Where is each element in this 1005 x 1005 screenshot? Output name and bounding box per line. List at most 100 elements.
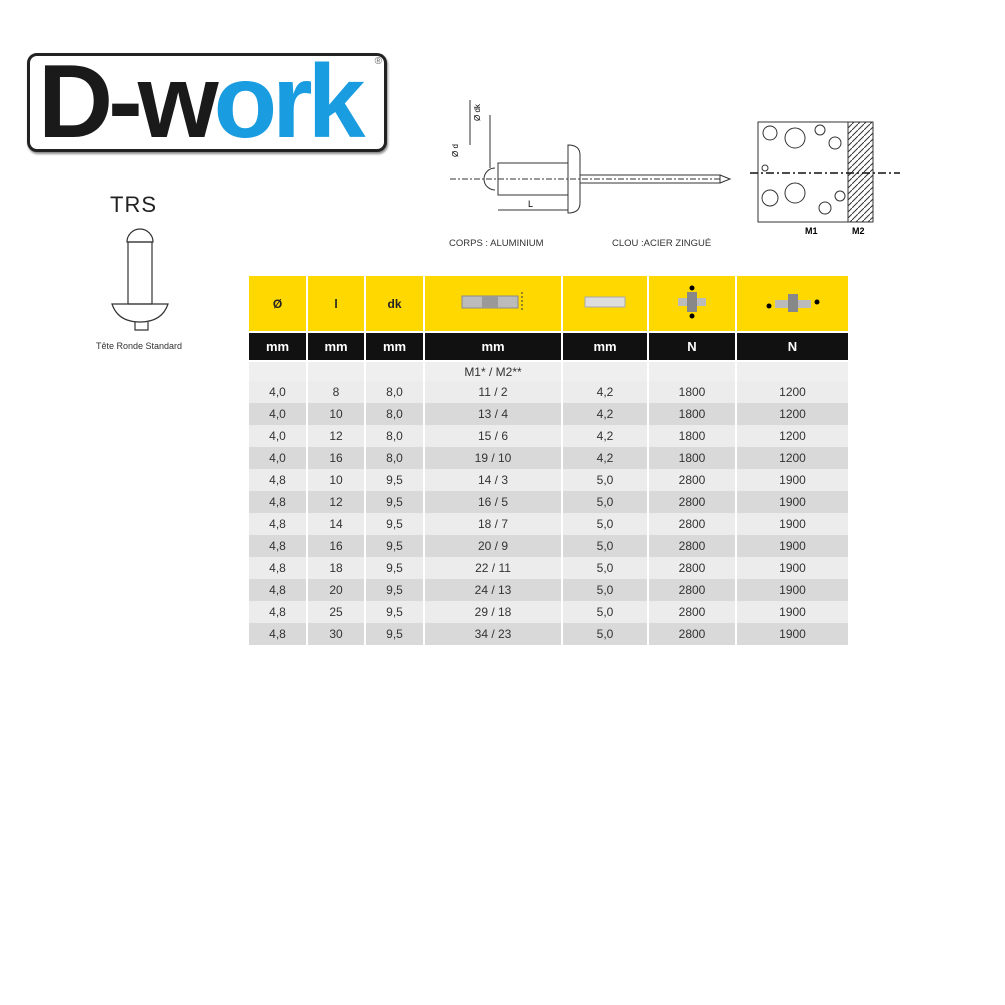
table-cell: 8,0 — [365, 447, 425, 469]
table-row: 4,8 18 9,5 22 / 11 5,0 2800 1900 — [249, 557, 850, 579]
table-cell: 11 / 2 — [424, 381, 563, 403]
table-cell: 19 / 10 — [424, 447, 563, 469]
nail-material: CLOU :ACIER ZINGUÉ — [612, 238, 712, 249]
table-subheader-row: M1* / M2** — [249, 361, 850, 381]
table-row: 4,8 10 9,5 14 / 3 5,0 2800 1900 — [249, 469, 850, 491]
table-cell: 5,0 — [562, 601, 649, 623]
registered-mark: ® — [374, 56, 382, 67]
table-cell: mm — [249, 332, 308, 362]
table-cell: 1800 — [648, 425, 737, 447]
table-cell: 14 / 3 — [424, 469, 563, 491]
table-cell: 2800 — [648, 557, 737, 579]
table-cell: 14 — [307, 513, 366, 535]
table-cell: mm — [307, 332, 366, 362]
table-cell: 1900 — [736, 535, 850, 557]
table-cell: 9,5 — [365, 491, 425, 513]
table-cell: 5,0 — [562, 535, 649, 557]
table-cell: 9,5 — [365, 557, 425, 579]
table-cell: 1200 — [736, 403, 850, 425]
table-cell: 2800 — [648, 491, 737, 513]
logo-text-dark: D-w — [38, 44, 219, 160]
table-cell — [648, 361, 737, 381]
table-cell — [562, 361, 649, 381]
table-cell: 30 — [307, 623, 366, 645]
table-cell: 8,0 — [365, 425, 425, 447]
table-cell: 4,8 — [249, 469, 308, 491]
table-cell: 8,0 — [365, 403, 425, 425]
table-cell: 5,0 — [562, 513, 649, 535]
table-cell: 8 — [307, 381, 366, 403]
table-cell: 24 / 13 — [424, 579, 563, 601]
table-row: 4,8 12 9,5 16 / 5 5,0 2800 1900 — [249, 491, 850, 513]
table-cell: 5,0 — [562, 557, 649, 579]
logo-text-blue: ork — [213, 44, 366, 160]
table-cell: 2800 — [648, 535, 737, 557]
table-cell: 9,5 — [365, 601, 425, 623]
table-cell: 16 — [307, 535, 366, 557]
table-cell: 4,2 — [562, 403, 649, 425]
table-row: 4,0 12 8,0 15 / 6 4,2 1800 1200 — [249, 425, 850, 447]
table-cell: 4,8 — [249, 601, 308, 623]
table-cell: 1900 — [736, 469, 850, 491]
table-row: 4,0 8 8,0 11 / 2 4,2 1800 1200 — [249, 381, 850, 403]
table-cell: 29 / 18 — [424, 601, 563, 623]
table-cell: l — [307, 276, 366, 333]
shear-force-icon — [736, 276, 850, 333]
table-cell: 9,5 — [365, 535, 425, 557]
table-cell: 34 / 23 — [424, 623, 563, 645]
table-cell: M1* / M2** — [424, 361, 563, 381]
table-row: 4,8 25 9,5 29 / 18 5,0 2800 1900 — [249, 601, 850, 623]
table-cell: 13 / 4 — [424, 403, 563, 425]
table-cell: 9,5 — [365, 469, 425, 491]
table-cell: 9,5 — [365, 623, 425, 645]
table-cell: 4,0 — [249, 403, 308, 425]
m2-label: M2 — [852, 226, 865, 236]
table-cell: N — [736, 332, 850, 362]
table-cell: 1900 — [736, 601, 850, 623]
table-cell: 9,5 — [365, 579, 425, 601]
table-cell: 4,8 — [249, 491, 308, 513]
drill-hole-icon — [562, 276, 649, 333]
table-cell: 16 — [307, 447, 366, 469]
table-cell: 5,0 — [562, 579, 649, 601]
table-cell: 22 / 11 — [424, 557, 563, 579]
table-cell: 1900 — [736, 491, 850, 513]
table-cell: N — [648, 332, 737, 362]
table-cell: 1900 — [736, 623, 850, 645]
table-cell — [249, 361, 308, 381]
rivet-dimension-diagram: Ø d Ø dk L — [450, 100, 732, 214]
table-cell: 4,8 — [249, 557, 308, 579]
table-cell: 4,8 — [249, 623, 308, 645]
table-cell: 5,0 — [562, 491, 649, 513]
table-cell: 12 — [307, 425, 366, 447]
table-cell: 1200 — [736, 447, 850, 469]
logo-wordmark: D-work — [38, 42, 366, 162]
table-cell: 1200 — [736, 381, 850, 403]
table-cell: 1800 — [648, 381, 737, 403]
table-cell: 4,0 — [249, 381, 308, 403]
table-units-row: mm mm mm mm mm N N — [249, 332, 850, 362]
grip-range-icon — [424, 276, 563, 333]
table-cell: 2800 — [648, 513, 737, 535]
diameter-d-label: Ø d — [451, 144, 460, 157]
table-cell: 1900 — [736, 579, 850, 601]
table-cell: 20 / 9 — [424, 535, 563, 557]
table-cell: 4,0 — [249, 425, 308, 447]
table-cell: 8,0 — [365, 381, 425, 403]
table-cell: 15 / 6 — [424, 425, 563, 447]
table-cell: 2800 — [648, 601, 737, 623]
diameter-dk-label: Ø dk — [473, 103, 482, 121]
length-label: L — [528, 199, 533, 209]
product-code: TRS — [110, 192, 157, 217]
table-cell: 1900 — [736, 513, 850, 535]
m1-label: M1 — [805, 226, 818, 236]
table-row: 4,0 10 8,0 13 / 4 4,2 1800 1200 — [249, 403, 850, 425]
table-cell: 4,2 — [562, 447, 649, 469]
table-cell: 4,0 — [249, 447, 308, 469]
table-cell: 20 — [307, 579, 366, 601]
table-cell: Ø — [249, 276, 308, 333]
table-cell: 25 — [307, 601, 366, 623]
table-cell: 10 — [307, 469, 366, 491]
